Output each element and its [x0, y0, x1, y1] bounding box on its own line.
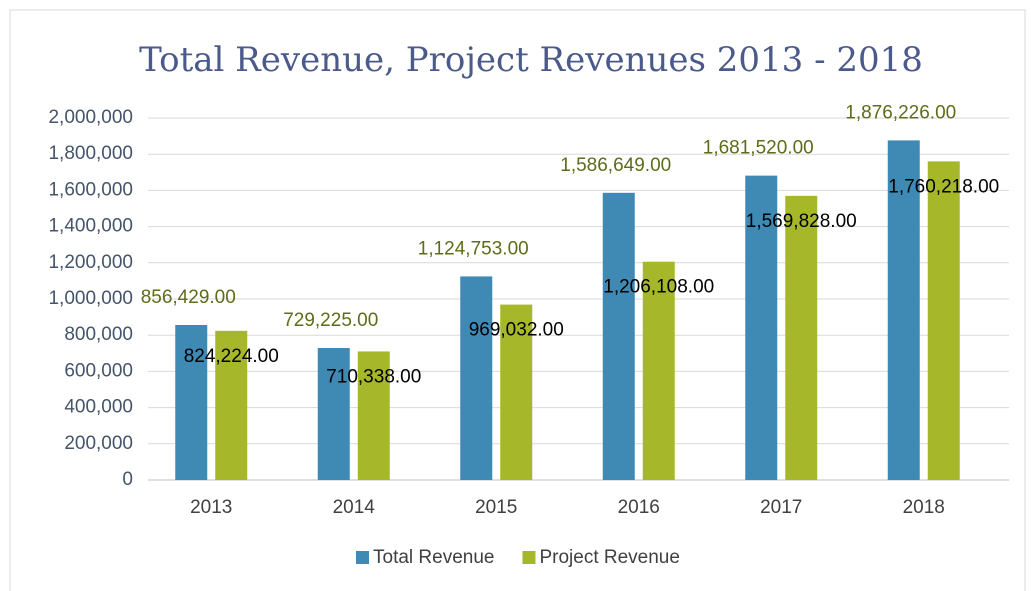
y-tick-label: 1,800,000	[48, 143, 133, 164]
x-tick-label: 2017	[760, 497, 802, 518]
value-label: 969,032.00	[469, 320, 564, 341]
bar	[215, 330, 248, 480]
y-tick-label: 1,600,000	[48, 179, 133, 200]
y-tick-label: 1,000,000	[48, 288, 133, 309]
value-label: 1,586,649.00	[560, 155, 671, 176]
value-label: 1,760,218.00	[888, 176, 999, 197]
bar	[317, 348, 350, 480]
bar	[460, 276, 493, 480]
bar	[745, 175, 778, 480]
y-tick-label: 800,000	[64, 324, 133, 345]
y-tick-label: 200,000	[64, 433, 133, 454]
value-label: 1,681,520.00	[703, 138, 814, 159]
x-tick-label: 2013	[190, 497, 232, 518]
bar	[357, 351, 390, 480]
y-tick-label: 1,200,000	[48, 252, 133, 273]
bar	[887, 140, 920, 481]
x-tick-label: 2014	[333, 497, 376, 518]
value-label: 1,876,226.00	[845, 102, 956, 123]
value-label: 1,124,753.00	[418, 238, 529, 259]
legend-swatch	[522, 551, 536, 564]
value-label: 1,569,828.00	[746, 211, 857, 232]
bar	[785, 195, 818, 480]
chart-frame	[9, 9, 1026, 591]
value-label: 824,224.00	[184, 346, 279, 367]
bar	[602, 192, 635, 480]
value-label: 710,338.00	[326, 366, 421, 387]
bar	[927, 161, 960, 480]
value-label: 1,206,108.00	[603, 277, 714, 298]
y-tick-label: 2,000,000	[48, 107, 133, 128]
y-tick-label: 1,400,000	[48, 216, 133, 237]
x-tick-label: 2015	[475, 497, 517, 518]
y-tick-label: 400,000	[64, 397, 133, 418]
bar	[642, 261, 675, 480]
bar	[175, 324, 208, 480]
legend-swatch	[356, 551, 369, 564]
y-tick-label: 600,000	[64, 360, 133, 381]
value-label: 729,225.00	[283, 310, 378, 331]
legend-label: Project Revenue	[539, 547, 679, 568]
value-label: 856,429.00	[141, 287, 236, 308]
bar	[500, 304, 533, 480]
legend-label: Total Revenue	[373, 547, 494, 568]
y-tick-label: 0	[122, 469, 133, 490]
x-tick-label: 2016	[618, 497, 660, 518]
x-tick-label: 2018	[903, 497, 945, 518]
chart-title: Total Revenue, Project Revenues 2013 - 2…	[139, 40, 923, 80]
